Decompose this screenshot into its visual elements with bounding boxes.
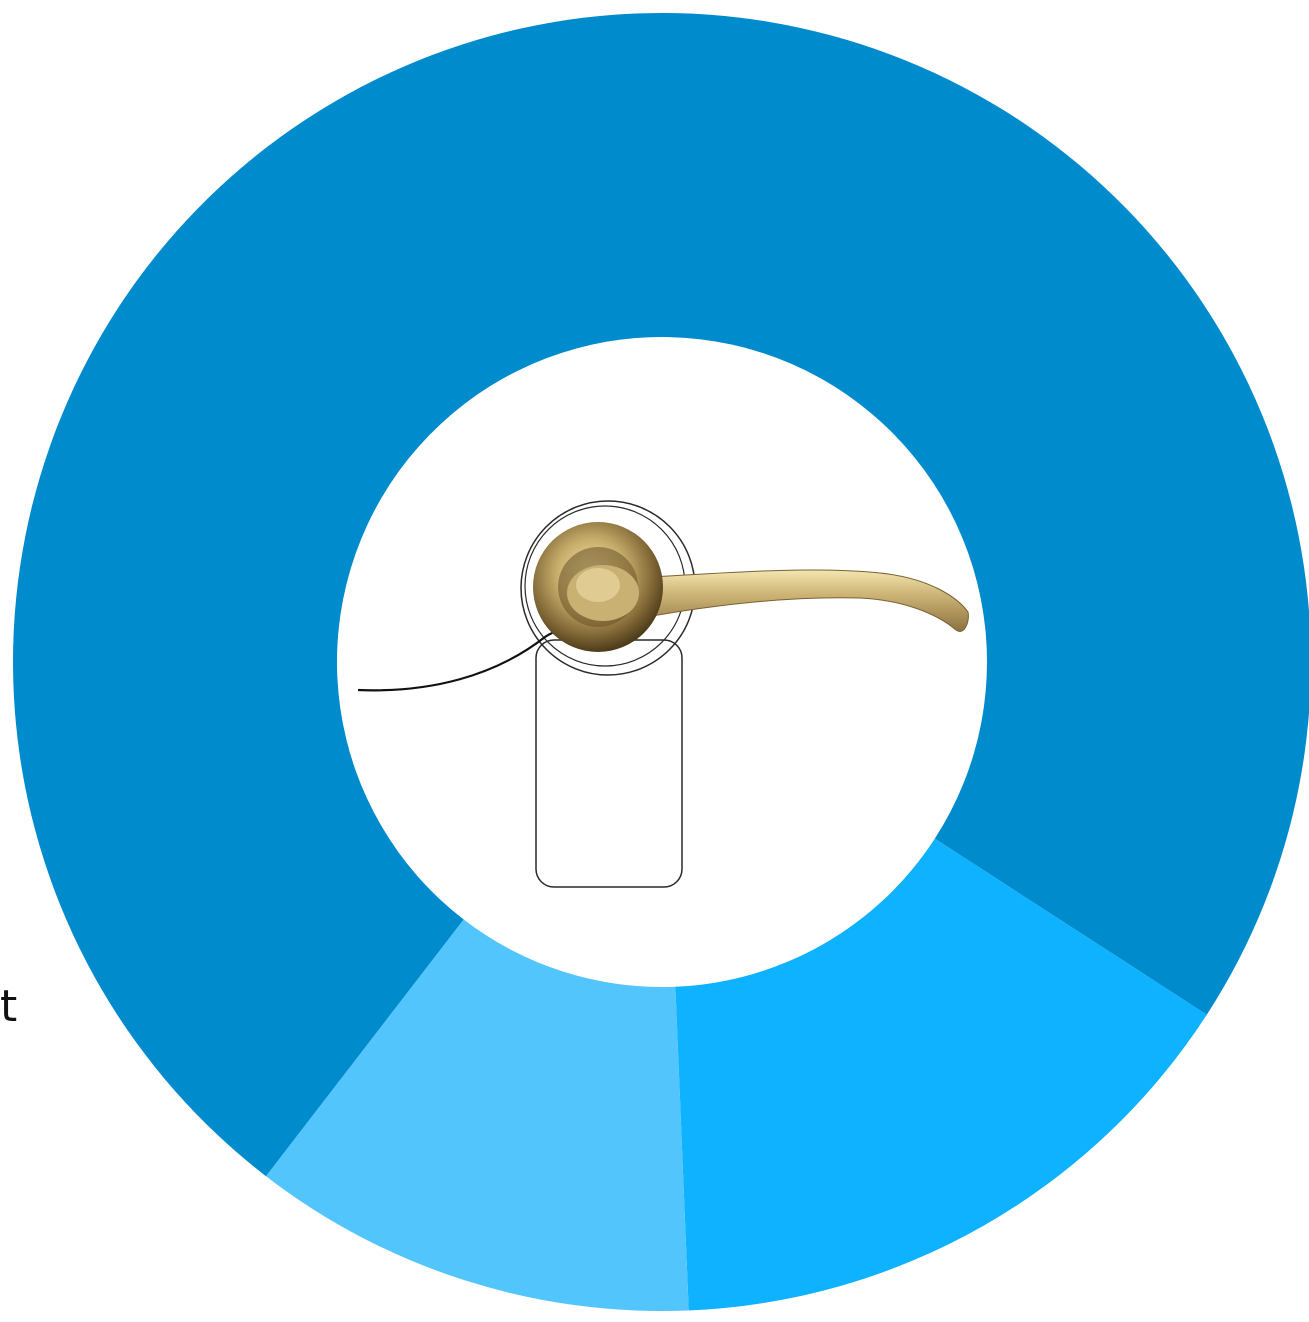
- donut-slice-2: [675, 838, 1207, 1311]
- donut-slices: [12, 13, 1309, 1311]
- donut-slice-3: [266, 919, 689, 1311]
- donut-slice-1: [12, 13, 1309, 1177]
- cut-off-label: t: [0, 981, 18, 1032]
- door-handle-icon: [357, 500, 969, 888]
